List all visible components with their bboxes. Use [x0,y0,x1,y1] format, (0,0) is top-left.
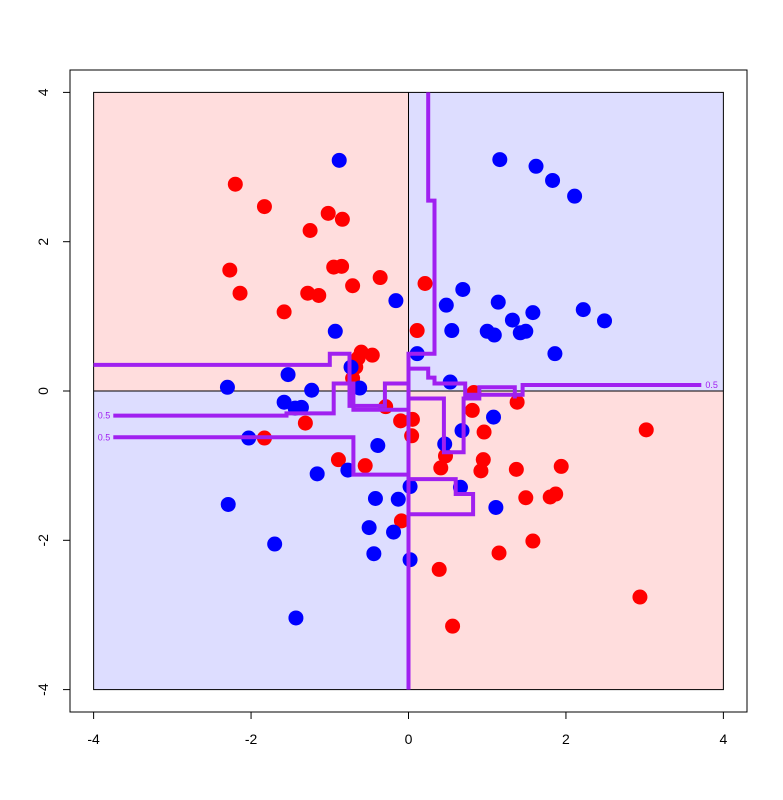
point-red [357,458,373,474]
point-red [276,304,292,320]
data-points [219,152,654,634]
point-blue [486,409,502,425]
point-red [334,258,350,274]
point-red [476,424,492,440]
point-blue [567,188,583,204]
y-tick-label: 2 [35,238,51,246]
region-red [93,92,409,391]
decision-boundaries: 0.5 0.5 0.5 [93,92,718,690]
x-tick-label: -4 [87,731,100,747]
point-blue [488,499,504,515]
point-red [508,461,524,477]
point-red [297,415,313,431]
point-red [475,452,491,468]
point-blue [366,546,382,562]
point-blue [267,536,283,552]
point-blue [438,297,454,313]
point-red [345,278,361,294]
decision-boundary-line [113,435,476,517]
x-tick-label: 4 [719,731,727,747]
y-axis: -4 -2 0 2 4 [35,88,71,696]
point-blue [518,323,534,339]
point-blue [280,367,296,383]
point-red [364,347,380,363]
point-blue [288,610,304,626]
point-blue [525,305,541,321]
point-blue [528,158,544,174]
point-red [525,533,541,549]
x-tick-label: 2 [562,731,570,747]
point-red [372,270,388,286]
point-red [320,205,336,221]
point-red [518,490,534,506]
point-red [433,460,449,476]
point-blue [575,302,591,318]
point-red [393,413,409,429]
point-red [638,422,654,438]
point-red [409,323,425,339]
point-blue [486,327,502,343]
point-red [553,458,569,474]
point-blue [331,152,347,168]
point-blue [547,346,563,362]
region-red [408,391,724,690]
contour-label: 0.5 [705,380,718,390]
point-red [232,285,248,301]
point-red [227,176,243,192]
point-red [464,402,480,418]
point-blue [444,323,460,339]
point-red [632,589,648,605]
point-blue [455,281,471,297]
point-blue [361,520,377,536]
point-red [393,513,409,529]
point-red [222,262,238,278]
decision-boundary-line [113,381,517,455]
point-red [404,428,420,444]
point-blue [220,496,236,512]
point-red [417,276,433,292]
point-red [330,452,346,468]
point-red [431,561,447,577]
y-tick-label: 4 [35,88,51,96]
y-tick-label: -2 [35,534,51,547]
point-red [491,545,507,561]
point-red [473,463,489,479]
point-blue [367,490,383,506]
point-red [445,618,461,634]
y-tick-label: 0 [35,387,51,395]
point-red [311,287,327,303]
point-blue [492,152,508,168]
contour-label: 0.5 [98,432,111,442]
point-blue [504,312,520,328]
point-red [302,223,318,238]
point-red [548,486,564,502]
point-blue [276,394,292,410]
point-blue [597,313,613,329]
x-axis: -4 -2 0 2 4 [87,711,727,747]
point-red [334,211,350,227]
point-blue [309,466,325,482]
point-blue [219,379,235,395]
region-blue [408,92,724,391]
point-blue [304,382,320,398]
point-blue [388,293,404,309]
point-blue [386,524,402,540]
point-blue [490,294,506,310]
y-tick-label: -4 [35,683,51,696]
axes: -4 -2 0 2 4 -4 -2 0 2 4 [35,88,727,747]
point-blue [327,323,343,339]
x-tick-label: -2 [245,731,258,747]
point-red [509,394,525,410]
point-red [256,199,272,215]
point-blue [370,437,386,453]
point-blue [545,172,561,188]
point-blue [293,399,309,415]
x-tick-label: 0 [405,731,413,747]
contour-label: 0.5 [98,411,111,421]
decision-boundary-line [93,351,702,408]
point-blue [352,380,368,396]
point-blue [390,491,406,507]
